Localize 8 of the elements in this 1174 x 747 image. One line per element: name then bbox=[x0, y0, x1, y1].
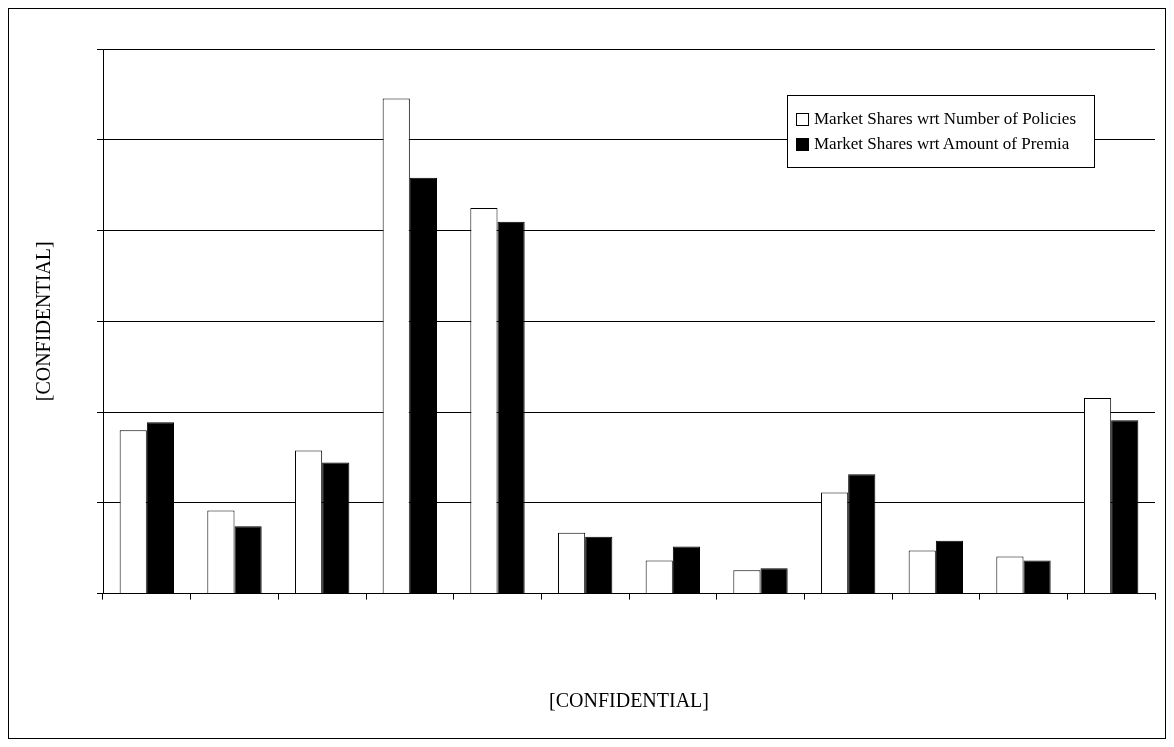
legend-label: Market Shares wrt Number of Policies bbox=[813, 109, 1076, 129]
legend-label: Market Shares wrt Amount of Premia bbox=[813, 134, 1070, 154]
bar bbox=[760, 568, 788, 594]
bar bbox=[234, 526, 262, 594]
bar bbox=[672, 546, 701, 594]
x-axis-title: [CONFIDENTIAL] bbox=[549, 689, 709, 712]
y-axis-title: [CONFIDENTIAL] bbox=[32, 241, 55, 402]
bar bbox=[1023, 560, 1051, 594]
